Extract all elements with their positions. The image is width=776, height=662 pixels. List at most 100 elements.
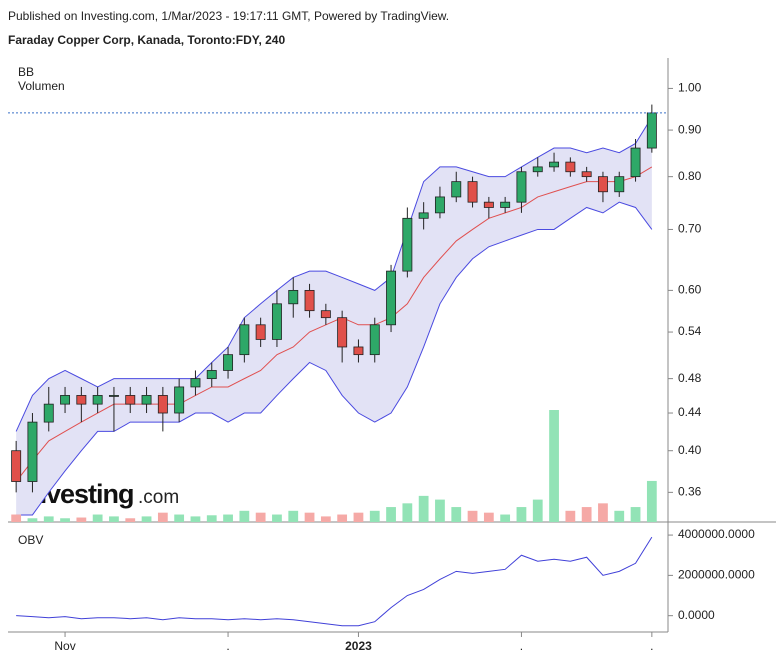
candle-body (157, 395, 168, 414)
y-tick-label: 4000000.0000 (678, 527, 755, 541)
candle-body (483, 201, 494, 208)
published-note: Published on Investing.com, 1/Mar/2023 -… (8, 9, 449, 23)
y-tick-label: 0.44 (678, 405, 702, 419)
y-tick-label: 0.0000 (678, 608, 715, 622)
volume-bar (614, 510, 625, 522)
candle-body (418, 212, 429, 219)
volume-bar (27, 518, 38, 522)
candle-body (320, 310, 331, 319)
volume-bar (435, 499, 445, 522)
volume-bar (598, 503, 608, 522)
candle-body (92, 395, 103, 405)
volume-bar (109, 516, 119, 522)
candle-body (581, 171, 592, 178)
x-tick-label: 2023 (345, 639, 372, 653)
candle-body (467, 181, 478, 203)
volume-bar (125, 518, 136, 522)
y-tick-label: 0.80 (678, 169, 702, 183)
volume-bar (451, 507, 462, 522)
candle-body (255, 324, 266, 340)
candle-body (337, 317, 348, 348)
volume-bar (92, 514, 103, 522)
candle-body (369, 324, 380, 356)
candle-body (206, 370, 217, 380)
volume-bar (223, 514, 233, 522)
candle-body (27, 421, 38, 482)
volume-bar (418, 495, 429, 522)
volume-bar (141, 516, 152, 522)
x-tick-label: . (650, 639, 653, 653)
volume-bar (320, 516, 331, 522)
volume-bar (353, 512, 364, 522)
volume-bar (581, 507, 592, 522)
y-tick-label: 2000000.0000 (678, 568, 755, 582)
volume-bar (76, 517, 87, 522)
y-tick-label: 0.60 (678, 283, 702, 297)
y-tick-label: 0.54 (678, 324, 702, 338)
volume-bar (60, 518, 70, 522)
volume-bar (402, 503, 413, 522)
volume-bar (532, 499, 543, 522)
volume-bar (646, 480, 657, 522)
candle-body (386, 270, 397, 326)
candle-body (190, 378, 201, 388)
volume-bar (369, 510, 380, 522)
volume-bar (386, 507, 396, 522)
candle-body (223, 354, 234, 371)
y-tick-label: 0.90 (678, 122, 702, 136)
indicator-label: BB (18, 65, 34, 79)
x-tick-label: . (520, 639, 523, 653)
volume-bar (565, 510, 576, 522)
volume-bar (157, 512, 168, 522)
symbol-title: Faraday Copper Corp, Kanada, Toronto:FDY… (8, 33, 285, 47)
band-line (15, 116, 653, 432)
candle-body (174, 386, 185, 414)
candle-body (271, 303, 282, 340)
volume-bar (190, 516, 201, 522)
candle-body (565, 161, 576, 173)
candle-body (646, 112, 657, 149)
volume-bar (516, 507, 527, 522)
candle-body (125, 395, 136, 405)
volume-bar (304, 512, 315, 522)
candle-body (239, 324, 250, 356)
obv-line (16, 536, 653, 627)
candle-body (108, 395, 119, 397)
volume-bar (549, 410, 559, 522)
candle-body (304, 289, 315, 312)
volume-bar (255, 512, 266, 522)
candle-body (500, 201, 511, 208)
candle-body (76, 395, 87, 405)
candle-body (43, 403, 54, 423)
candle-body (597, 176, 608, 193)
volume-bar (630, 507, 641, 522)
watermark-suffix: .com (138, 487, 179, 508)
x-tick-label: Nov (54, 639, 75, 653)
volume-bar (500, 514, 511, 522)
volume-bar (467, 510, 478, 522)
volume-bar (272, 514, 282, 522)
volume-bar (206, 515, 217, 522)
candle-body (402, 217, 413, 272)
indicator-label: Volumen (18, 79, 65, 93)
volume-bar (11, 514, 22, 522)
candle-body (11, 450, 22, 482)
candle-body (434, 196, 445, 214)
x-tick-label: . (226, 639, 229, 653)
volume-bar (43, 516, 54, 522)
y-tick-label: 0.70 (678, 222, 702, 236)
band-line (16, 201, 653, 516)
y-tick-label: 0.48 (678, 371, 702, 385)
obv-title: OBV (18, 533, 43, 547)
volume-bar (337, 514, 348, 522)
candle-body (630, 147, 641, 178)
y-tick-label: 0.40 (678, 443, 702, 457)
volume-bar (174, 514, 185, 522)
candle-body (532, 166, 543, 173)
candle-body (516, 171, 527, 203)
band-middle (15, 166, 653, 482)
price-plot (11, 104, 657, 522)
candle-body (549, 161, 560, 168)
